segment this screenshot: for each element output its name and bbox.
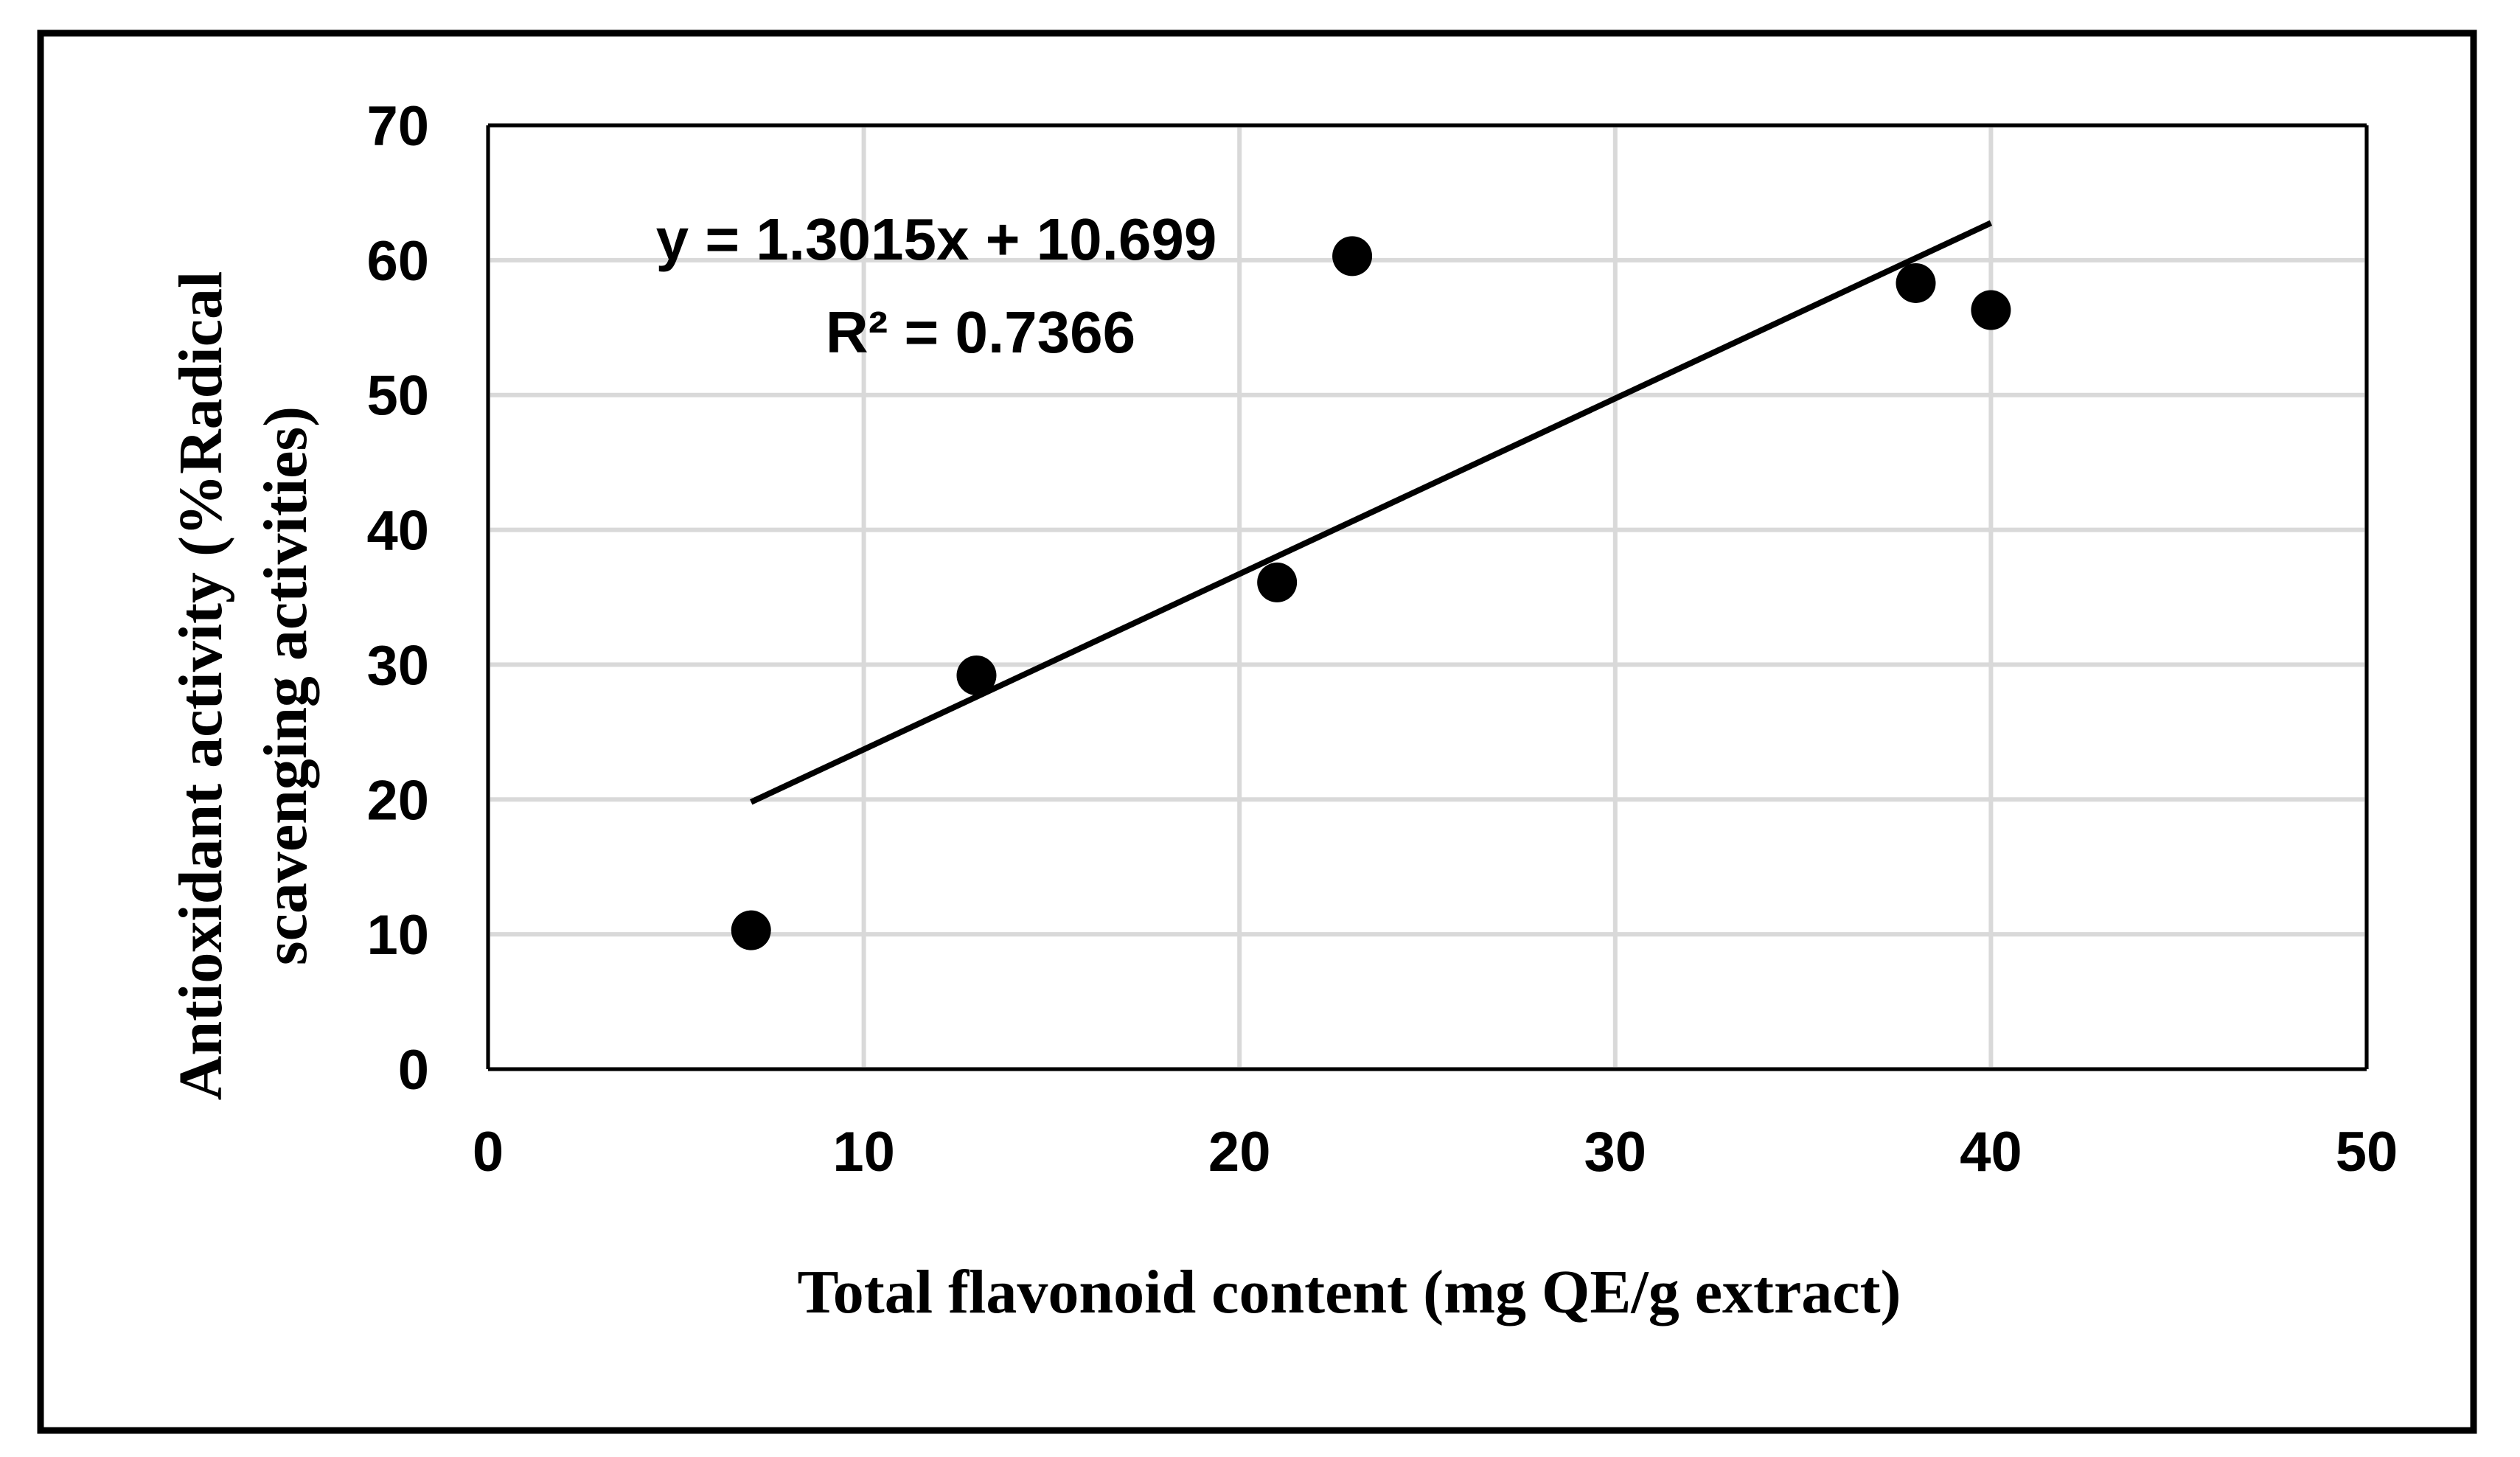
- x-tick-labels: 0 10 20 30 40 50: [473, 1121, 2398, 1183]
- data-point: [1332, 236, 1373, 277]
- y-tick-labels: 0 10 20 30 40 50 60 70: [366, 95, 429, 1102]
- y-tick-label: 30: [366, 634, 429, 697]
- r-squared-label: R² = 0.7366: [826, 299, 1135, 365]
- x-axis-title: Total flavonoid content (mg QE/g extract…: [797, 1258, 1901, 1326]
- data-point: [1257, 562, 1298, 602]
- plot-area-border: [486, 123, 2369, 1071]
- x-tick-label: 0: [473, 1121, 504, 1183]
- trendline-equation: y = 1.3015x + 10.699: [656, 206, 1217, 272]
- x-tick-label: 30: [1584, 1121, 1647, 1183]
- data-point: [956, 656, 997, 696]
- data-point: [1896, 262, 1936, 303]
- y-axis-title-line-2: scavenging activities): [251, 406, 320, 965]
- x-tick-label: 40: [1960, 1121, 2022, 1183]
- y-axis-title: Antioxidant activity (%Radical scavengin…: [167, 271, 320, 1101]
- y-axis-title-line-1: Antioxidant activity (%Radical: [167, 271, 235, 1101]
- x-tick-label: 20: [1208, 1121, 1271, 1183]
- y-tick-label: 20: [366, 769, 429, 832]
- linear-trendline: [750, 220, 1993, 805]
- y-tick-label: 50: [366, 365, 429, 428]
- figure-frame: [37, 29, 2477, 1434]
- y-tick-label: 70: [366, 95, 429, 158]
- data-point: [1971, 290, 2011, 330]
- data-points: [731, 236, 2011, 950]
- y-tick-label: 60: [366, 230, 429, 293]
- data-point: [731, 910, 771, 950]
- x-tick-label: 10: [832, 1121, 895, 1183]
- x-tick-label: 50: [2336, 1121, 2398, 1183]
- y-tick-label: 0: [398, 1039, 429, 1102]
- y-tick-label: 40: [366, 500, 429, 563]
- y-tick-label: 10: [366, 904, 429, 967]
